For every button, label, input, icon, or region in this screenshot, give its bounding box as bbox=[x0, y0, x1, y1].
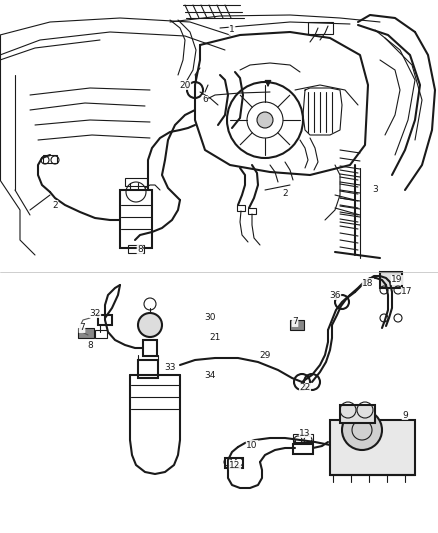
Text: 32: 32 bbox=[89, 309, 101, 318]
Text: 29: 29 bbox=[259, 351, 271, 359]
Text: 19: 19 bbox=[391, 276, 403, 285]
Text: 36: 36 bbox=[329, 290, 341, 300]
Circle shape bbox=[257, 112, 273, 128]
Bar bbox=[308, 22, 333, 34]
Text: 17: 17 bbox=[401, 287, 413, 296]
Text: 1: 1 bbox=[229, 26, 235, 35]
Text: 13: 13 bbox=[299, 429, 311, 438]
Text: 12: 12 bbox=[230, 461, 241, 470]
Circle shape bbox=[342, 410, 382, 450]
Text: 33: 33 bbox=[164, 364, 176, 373]
Text: 20: 20 bbox=[179, 80, 191, 90]
Circle shape bbox=[138, 313, 162, 337]
Text: 8: 8 bbox=[87, 341, 93, 350]
Bar bbox=[98, 315, 112, 325]
Text: 10: 10 bbox=[246, 440, 258, 449]
Bar bbox=[125, 178, 147, 186]
Text: 18: 18 bbox=[362, 279, 374, 287]
Text: 30: 30 bbox=[204, 313, 216, 322]
Text: 7: 7 bbox=[79, 324, 85, 333]
Text: 9: 9 bbox=[402, 410, 408, 419]
Text: 2: 2 bbox=[52, 200, 58, 209]
Bar bbox=[225, 458, 243, 468]
Bar bbox=[128, 245, 144, 253]
Bar bbox=[248, 208, 256, 214]
Text: 6: 6 bbox=[202, 95, 208, 104]
Text: 34: 34 bbox=[204, 370, 215, 379]
Bar bbox=[330, 420, 415, 475]
Bar bbox=[380, 272, 402, 288]
Bar bbox=[43, 155, 57, 163]
Bar bbox=[293, 434, 313, 442]
Bar bbox=[290, 320, 304, 330]
Bar bbox=[78, 328, 94, 338]
Text: 8: 8 bbox=[137, 246, 143, 254]
Bar bbox=[143, 340, 157, 356]
Bar bbox=[120, 190, 152, 248]
Bar bbox=[293, 444, 313, 454]
Bar bbox=[340, 405, 375, 423]
Text: 21: 21 bbox=[209, 334, 221, 343]
Text: 3: 3 bbox=[372, 185, 378, 195]
Text: 7: 7 bbox=[292, 318, 298, 327]
Text: 2: 2 bbox=[282, 189, 288, 198]
Bar bbox=[237, 205, 245, 211]
Text: 22: 22 bbox=[300, 384, 311, 392]
Bar bbox=[138, 360, 158, 378]
Bar bbox=[95, 330, 107, 338]
